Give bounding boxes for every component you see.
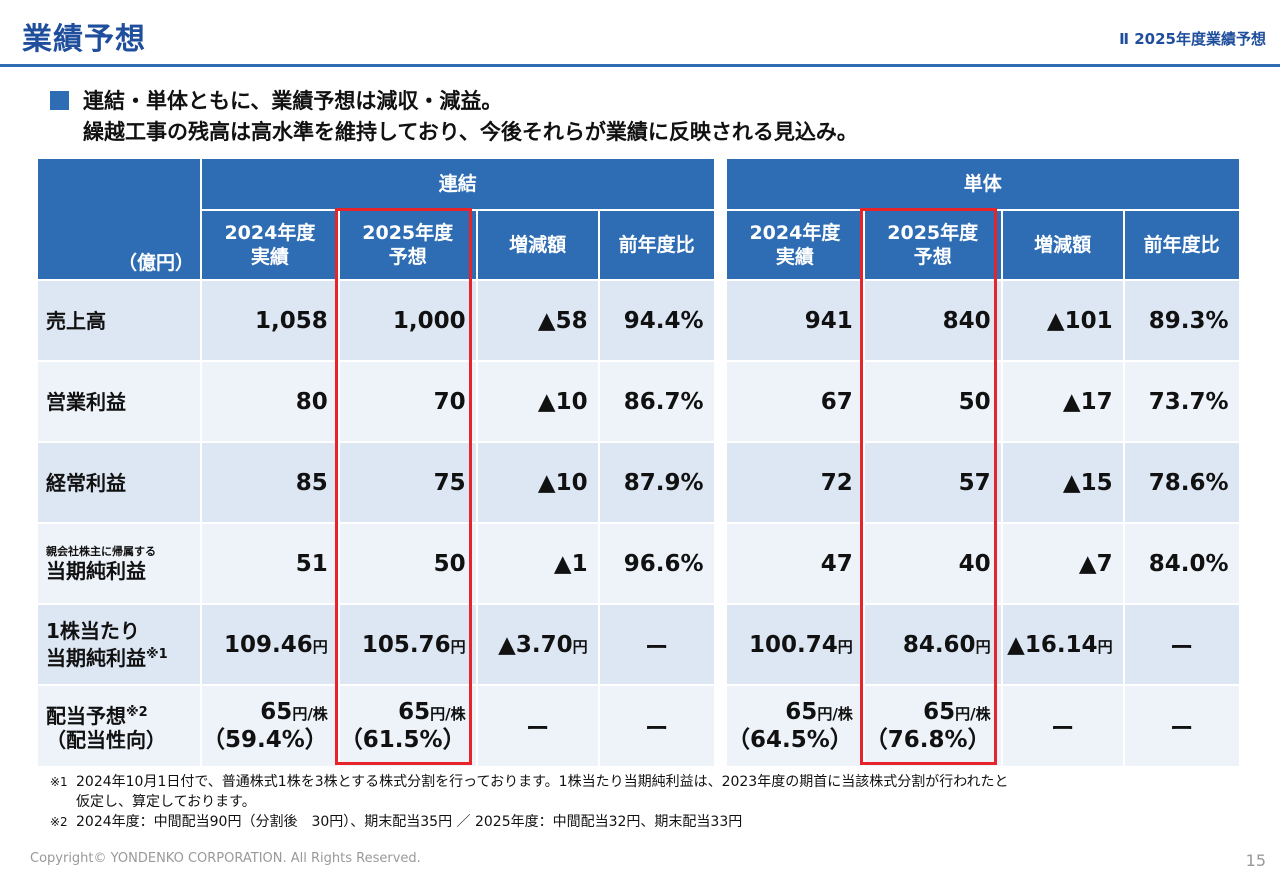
row-label: 1株当たり 当期純利益※1 <box>38 605 200 684</box>
cell-actual: 67 <box>727 362 863 441</box>
table-row: 47 40 ▲7 84.0% <box>727 524 1239 603</box>
header-rule <box>0 64 1280 67</box>
cell-ratio: ー <box>599 605 714 684</box>
col-forecast: 2025年度 予想 <box>864 211 1001 279</box>
cell-ratio: 87.9% <box>599 443 714 522</box>
col-ratio: 前年度比 <box>599 211 714 279</box>
cell-change: ▲17 <box>1002 362 1123 441</box>
cell-change: ▲10 <box>477 362 598 441</box>
cell-actual: 941 <box>727 281 863 360</box>
cell-actual: 72 <box>727 443 863 522</box>
col-change: 増減額 <box>1002 211 1123 279</box>
lead-line-2: 繰越工事の残高は高水準を維持しており、今後それらが業績に反映される見込み。 <box>83 120 858 144</box>
cell-actual: 65円/株 （64.5%） <box>727 686 863 766</box>
table-row-eps: 1株当たり 当期純利益※1 109.46円 105.76円 ▲3.70円 ー <box>38 605 714 684</box>
cell-change: ー <box>1002 686 1123 766</box>
cell-change: ▲10 <box>477 443 598 522</box>
table-row: 67 50 ▲17 73.7% <box>727 362 1239 441</box>
note-mark: ※1 <box>50 775 68 789</box>
cell-forecast: 65円/株 （76.8%） <box>864 686 1001 766</box>
cell-forecast: 57 <box>864 443 1001 522</box>
col-ratio: 前年度比 <box>1124 211 1239 279</box>
lead-line-1: 連結・単体ともに、業績予想は減収・減益。 <box>83 89 503 113</box>
note-mark: ※2 <box>50 815 68 829</box>
table-row: 売上高 1,058 1,000 ▲58 94.4% <box>38 281 714 360</box>
cell-ratio: 96.6% <box>599 524 714 603</box>
cell-actual: 65円/株 （59.4%） <box>202 686 338 766</box>
cell-change: ▲15 <box>1002 443 1123 522</box>
cell-ratio: 73.7% <box>1124 362 1239 441</box>
forecast-highlight-standalone <box>860 208 997 765</box>
table-row: 経常利益 85 75 ▲10 87.9% <box>38 443 714 522</box>
cell-ratio: ー <box>1124 605 1239 684</box>
cell-forecast: 65円/株 （61.5%） <box>339 686 476 766</box>
cell-forecast: 50 <box>864 362 1001 441</box>
table-row-eps: 100.74円 84.60円 ▲16.14円 ー <box>727 605 1239 684</box>
cell-change: ▲7 <box>1002 524 1123 603</box>
unit-label: （億円） <box>38 159 200 279</box>
col-forecast: 2025年度 予想 <box>339 211 476 279</box>
section-label: Ⅱ 2025年度業績予想 <box>1119 30 1266 48</box>
cell-change: ▲3.70円 <box>477 605 598 684</box>
note-text: 2024年10月1日付で、普通株式1株を3株とする株式分割を行っております。1株… <box>76 774 1009 790</box>
standalone-table: 単体 2024年度 実績 2025年度 予想 増減額 前年度比 941 840 ▲1… <box>725 157 1241 768</box>
table-row: 親会社株主に帰属する 当期純利益 51 50 ▲1 96.6% <box>38 524 714 603</box>
cell-ratio: ー <box>1124 686 1239 766</box>
table-row-dividend: 65円/株 （64.5%） 65円/株 （76.8%） ー ー <box>727 686 1239 766</box>
forecast-highlight-consolidated <box>335 208 472 765</box>
cell-ratio: 86.7% <box>599 362 714 441</box>
cell-actual: 85 <box>202 443 338 522</box>
table-row: 営業利益 80 70 ▲10 86.7% <box>38 362 714 441</box>
cell-actual: 1,058 <box>202 281 338 360</box>
cell-change: ー <box>477 686 598 766</box>
page-number: 15 <box>1245 851 1266 870</box>
col-change: 増減額 <box>477 211 598 279</box>
cell-actual: 100.74円 <box>727 605 863 684</box>
consolidated-table: （億円） 連結 2024年度 実績 2025年度 予想 増減額 前年度比 売上高 1… <box>36 157 716 768</box>
bullet-square-icon <box>50 91 69 110</box>
cell-forecast: 70 <box>339 362 476 441</box>
cell-ratio: 89.3% <box>1124 281 1239 360</box>
cell-actual: 109.46円 <box>202 605 338 684</box>
cell-change: ▲101 <box>1002 281 1123 360</box>
cell-actual: 51 <box>202 524 338 603</box>
col-actual: 2024年度 実績 <box>727 211 863 279</box>
cell-forecast: 75 <box>339 443 476 522</box>
note-text: 仮定し、算定しております。 <box>76 794 256 810</box>
table-row-dividend: 配当予想※2 （配当性向） 65円/株 （59.4%） 65円/株 （61.5%） ー… <box>38 686 714 766</box>
cell-actual: 80 <box>202 362 338 441</box>
cell-forecast: 84.60円 <box>864 605 1001 684</box>
standalone-header: 単体 <box>727 159 1239 209</box>
row-label: 経常利益 <box>38 443 200 522</box>
cell-ratio: 84.0% <box>1124 524 1239 603</box>
cell-forecast: 50 <box>339 524 476 603</box>
row-label: 売上高 <box>38 281 200 360</box>
row-label: 営業利益 <box>38 362 200 441</box>
cell-forecast: 40 <box>864 524 1001 603</box>
copyright: Copyright© YONDENKO CORPORATION. All Rig… <box>30 851 421 866</box>
page-title: 業績予想 <box>22 22 146 57</box>
cell-ratio: 78.6% <box>1124 443 1239 522</box>
table-row: 72 57 ▲15 78.6% <box>727 443 1239 522</box>
cell-ratio: 94.4% <box>599 281 714 360</box>
cell-ratio: ー <box>599 686 714 766</box>
consolidated-header: 連結 <box>202 159 714 209</box>
note-text: 2024年度：中間配当90円（分割後 30円）、期末配当35円 ／ 2025年度… <box>76 814 743 830</box>
cell-forecast: 840 <box>864 281 1001 360</box>
cell-forecast: 105.76円 <box>339 605 476 684</box>
footnotes: ※1 2024年10月1日付で、普通株式1株を3株とする株式分割を行っております。… <box>50 772 1009 832</box>
cell-change: ▲16.14円 <box>1002 605 1123 684</box>
cell-change: ▲1 <box>477 524 598 603</box>
cell-forecast: 1,000 <box>339 281 476 360</box>
lead-text: 連結・単体ともに、業績予想は減収・減益。 繰越工事の残高は高水準を維持しており、… <box>50 86 858 148</box>
cell-change: ▲58 <box>477 281 598 360</box>
cell-actual: 47 <box>727 524 863 603</box>
row-label: 親会社株主に帰属する 当期純利益 <box>38 524 200 603</box>
table-row: 941 840 ▲101 89.3% <box>727 281 1239 360</box>
col-actual: 2024年度 実績 <box>202 211 338 279</box>
row-label: 配当予想※2 （配当性向） <box>38 686 200 766</box>
